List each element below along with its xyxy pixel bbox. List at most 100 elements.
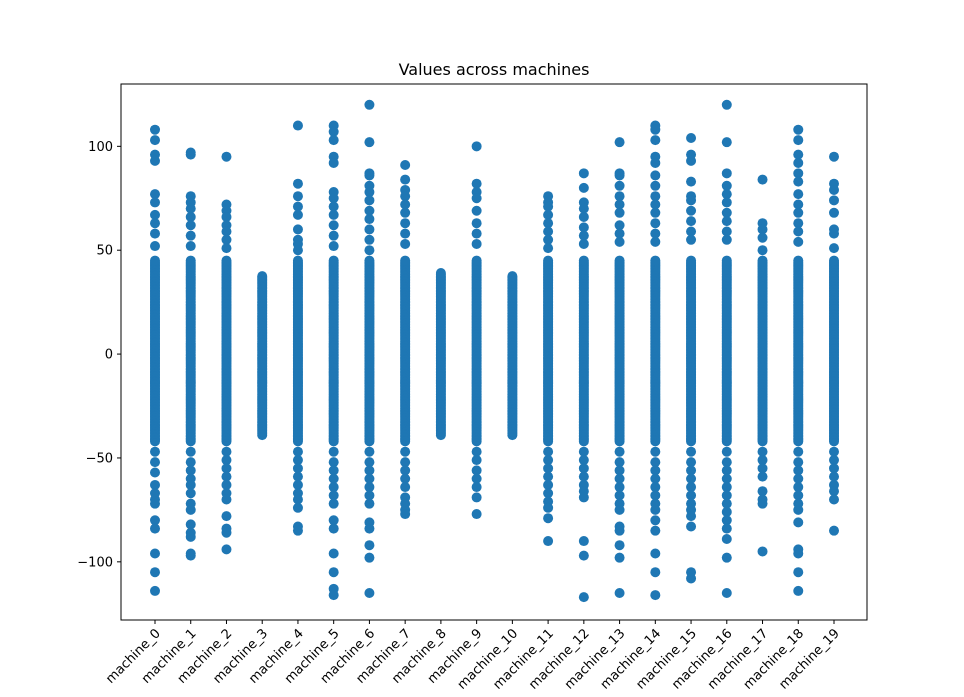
data-point	[614, 236, 625, 247]
data-point	[543, 479, 554, 490]
data-point	[328, 498, 339, 509]
data-point	[721, 226, 732, 237]
data-point	[292, 209, 303, 220]
data-point	[292, 463, 303, 474]
data-point	[686, 521, 697, 532]
data-point	[650, 515, 661, 526]
data-point	[686, 226, 697, 237]
data-point	[543, 255, 554, 266]
data-point	[328, 490, 339, 501]
data-point	[650, 482, 661, 493]
series-machine_0	[150, 124, 160, 596]
data-point	[829, 151, 839, 162]
data-point	[400, 238, 411, 249]
data-point	[650, 228, 661, 239]
series-machine_4	[292, 120, 303, 536]
data-point	[292, 255, 303, 266]
data-point	[650, 170, 661, 181]
data-point	[257, 271, 268, 282]
data-point	[650, 504, 661, 515]
data-point	[829, 195, 839, 206]
data-point	[793, 226, 804, 237]
data-point	[829, 207, 839, 218]
data-point	[150, 228, 160, 239]
data-point	[614, 540, 625, 551]
data-point	[721, 99, 732, 110]
data-point	[364, 205, 375, 216]
data-point	[150, 479, 160, 490]
data-point	[650, 567, 661, 578]
data-point	[150, 218, 160, 229]
data-point	[221, 446, 232, 457]
data-point	[543, 455, 554, 466]
data-point	[221, 494, 232, 505]
data-point	[578, 168, 589, 179]
data-point	[686, 465, 697, 476]
data-point	[543, 234, 554, 245]
data-point	[185, 550, 196, 561]
data-point	[364, 224, 375, 235]
data-point	[221, 479, 232, 490]
data-point	[650, 157, 661, 168]
data-point	[650, 525, 661, 536]
data-point	[471, 455, 482, 466]
data-point	[686, 446, 697, 457]
data-point	[328, 241, 339, 252]
data-point	[328, 135, 339, 146]
data-point	[614, 255, 625, 266]
series-machine_6	[364, 99, 375, 598]
data-point	[185, 230, 196, 241]
plot-frame	[120, 83, 868, 621]
series-machine_19	[829, 151, 839, 536]
data-point	[650, 446, 661, 457]
data-point	[543, 488, 554, 499]
data-point	[650, 473, 661, 484]
data-point	[292, 455, 303, 466]
data-point	[578, 446, 589, 457]
data-point	[185, 203, 196, 214]
data-point	[614, 170, 625, 181]
data-point	[793, 199, 804, 210]
data-point	[400, 482, 411, 493]
data-point	[721, 552, 732, 563]
y-tick-label: −100	[77, 555, 113, 570]
data-point	[328, 446, 339, 457]
data-point	[721, 234, 732, 245]
data-point	[150, 135, 160, 146]
data-points	[150, 99, 839, 603]
data-point	[578, 230, 589, 241]
data-point	[150, 241, 160, 252]
data-point	[829, 446, 839, 457]
data-point	[185, 465, 196, 476]
data-point	[721, 515, 732, 526]
data-point	[614, 587, 625, 598]
chart-title: Values across machines	[399, 60, 590, 79]
data-point	[721, 482, 732, 493]
data-point	[686, 482, 697, 493]
data-point	[150, 446, 160, 457]
series-machine_2	[221, 151, 232, 555]
data-point	[400, 465, 411, 476]
data-point	[614, 207, 625, 218]
data-point	[721, 255, 732, 266]
data-point	[650, 236, 661, 247]
data-point	[328, 230, 339, 241]
data-point	[686, 234, 697, 245]
data-point	[614, 137, 625, 148]
data-point	[292, 191, 303, 202]
data-point	[471, 218, 482, 229]
data-point	[328, 590, 339, 601]
data-point	[614, 191, 625, 202]
data-point	[150, 189, 160, 200]
data-point	[578, 463, 589, 474]
data-point	[578, 203, 589, 214]
data-point	[328, 193, 339, 204]
data-point	[364, 234, 375, 245]
data-point	[221, 226, 232, 237]
data-point	[578, 592, 589, 603]
data-point	[650, 199, 661, 210]
data-point	[543, 218, 554, 229]
data-point	[364, 137, 375, 148]
data-point	[721, 473, 732, 484]
data-point	[364, 587, 375, 598]
